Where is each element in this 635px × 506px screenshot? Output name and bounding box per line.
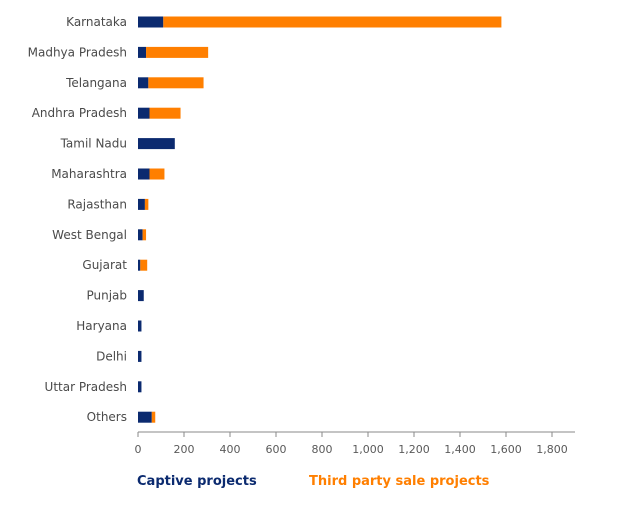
bar-third-party: [149, 168, 165, 180]
category-label: Punjab: [86, 289, 127, 303]
bar-captive: [138, 350, 142, 362]
bar-third-party: [151, 411, 156, 423]
bar-captive: [138, 107, 150, 119]
legend-third-party-sale-projects: Third party sale projects: [309, 474, 490, 489]
bar-third-party: [142, 229, 147, 241]
x-axis-ticks: 0 200 400 600 800 1,000 1,200 1,400 1,600 1,800: [135, 432, 568, 456]
category-label: Madhya Pradesh: [28, 45, 127, 59]
bar-third-party: [163, 16, 502, 28]
x-tick-label: 1,400: [444, 443, 476, 456]
bar-captive: [138, 411, 152, 423]
category-label: Karnataka: [66, 15, 127, 29]
x-tick-label: 1,200: [398, 443, 430, 456]
category-label: Telangana: [65, 76, 127, 90]
category-label: Maharashtra: [51, 167, 127, 181]
bar-third-party: [144, 198, 149, 210]
x-tick-label: 600: [266, 443, 287, 456]
category-label: Delhi: [96, 349, 127, 363]
category-label: Gujarat: [82, 258, 127, 272]
bar-captive: [138, 290, 144, 302]
category-labels: Karnataka Madhya Pradesh Telangana Andhra P…: [28, 15, 128, 424]
bars-group: [138, 16, 502, 423]
category-label: West Bengal: [52, 228, 127, 242]
bar-third-party: [140, 259, 148, 271]
category-label: Rajasthan: [67, 197, 127, 211]
category-label: Haryana: [76, 319, 127, 333]
bar-captive: [138, 381, 142, 393]
legend-captive-projects: Captive projects: [137, 474, 257, 489]
category-label: Others: [87, 410, 127, 424]
category-label: Tamil Nadu: [60, 137, 127, 151]
bar-captive: [138, 229, 143, 241]
bar-captive: [138, 168, 150, 180]
category-label: Uttar Pradesh: [45, 380, 127, 394]
category-label: Andhra Pradesh: [32, 106, 127, 120]
x-tick-label: 0: [135, 443, 142, 456]
bar-captive: [138, 138, 175, 150]
x-tick-label: 200: [174, 443, 195, 456]
bar-captive: [138, 320, 142, 332]
x-tick-label: 400: [220, 443, 241, 456]
x-tick-label: 800: [312, 443, 333, 456]
bar-captive: [138, 77, 149, 89]
bar-captive: [138, 46, 147, 58]
bar-captive: [138, 259, 141, 271]
bar-captive: [138, 16, 164, 28]
bar-captive: [138, 198, 145, 210]
x-tick-label: 1,800: [536, 443, 568, 456]
x-tick-label: 1,000: [352, 443, 384, 456]
bar-third-party: [148, 77, 204, 89]
x-tick-label: 1,600: [490, 443, 522, 456]
bar-third-party: [149, 107, 181, 119]
bar-third-party: [146, 46, 209, 58]
